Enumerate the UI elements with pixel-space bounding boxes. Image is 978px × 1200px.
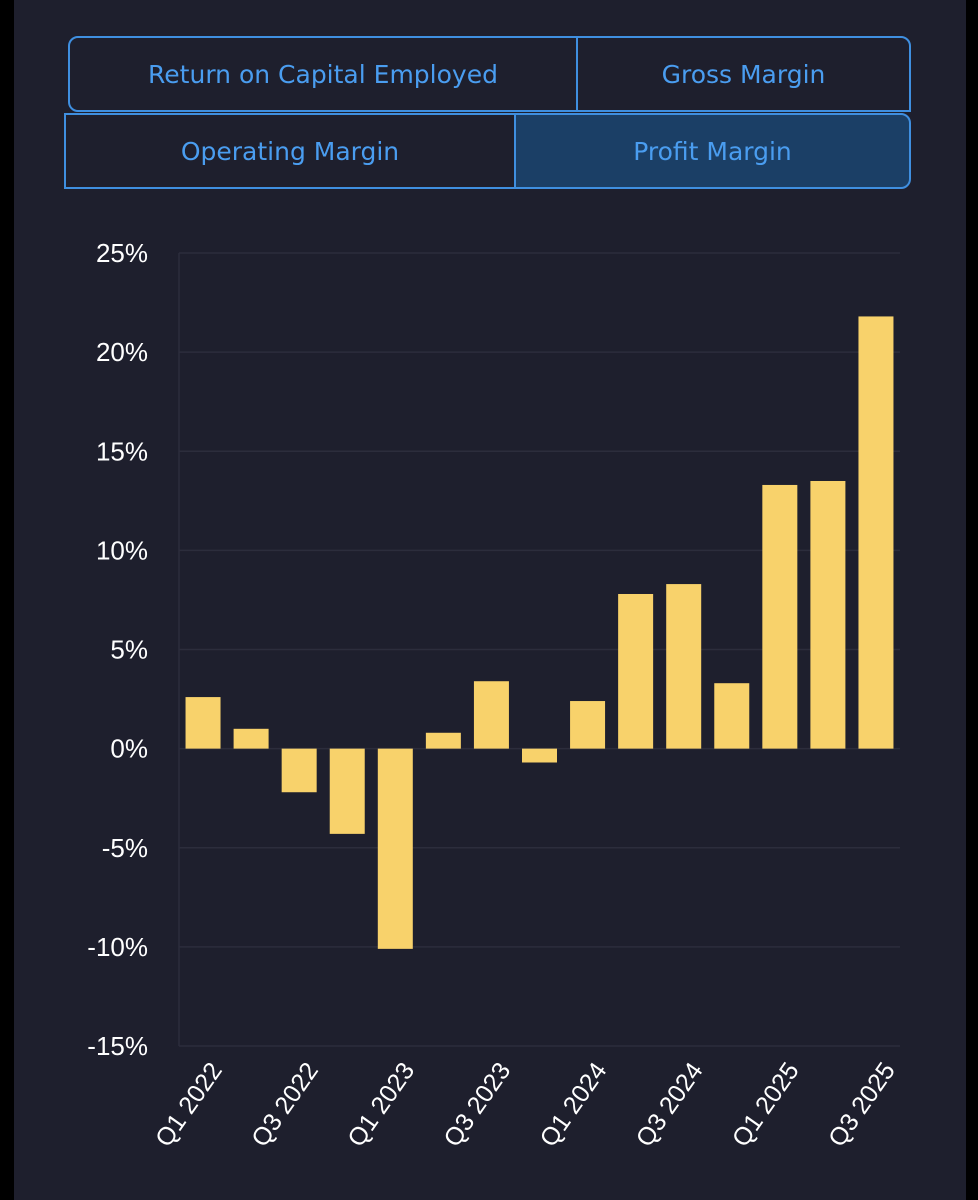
bar bbox=[426, 733, 461, 749]
y-tick-label: 10% bbox=[96, 535, 148, 565]
x-tick-label: Q1 2024 bbox=[535, 1057, 613, 1152]
profit-margin-bar-chart: 25%20%15%10%5%0%-5%-10%-15%Q1 2022 Q3 202… bbox=[14, 0, 966, 1200]
y-tick-label: 20% bbox=[96, 337, 148, 367]
y-tick-label: 15% bbox=[96, 436, 148, 466]
y-tick-label: -15% bbox=[87, 1031, 148, 1061]
y-tick-label: -10% bbox=[87, 932, 148, 962]
chart-panel: Return on Capital Employed Gross Margin … bbox=[14, 0, 966, 1200]
y-tick-label: -5% bbox=[102, 833, 148, 863]
x-tick-label: Q3 2023 bbox=[438, 1057, 516, 1152]
x-tick-label: Q3 2022 bbox=[246, 1057, 324, 1152]
y-tick-label: 5% bbox=[110, 635, 148, 665]
bar bbox=[762, 485, 797, 749]
bar bbox=[474, 681, 509, 748]
y-tick-label: 0% bbox=[110, 734, 148, 764]
bar bbox=[714, 683, 749, 748]
bar bbox=[522, 749, 557, 763]
x-tick-label: Q1 2022 bbox=[150, 1057, 228, 1152]
bar bbox=[810, 481, 845, 749]
x-tick-label: Q3 2025 bbox=[823, 1057, 901, 1152]
x-tick-label: Q3 2024 bbox=[631, 1057, 709, 1152]
bar bbox=[234, 729, 269, 749]
bar bbox=[330, 749, 365, 834]
bar bbox=[618, 594, 653, 749]
y-tick-label: 25% bbox=[96, 238, 148, 268]
bar bbox=[378, 749, 413, 949]
bar bbox=[666, 584, 701, 749]
x-tick-label: Q1 2023 bbox=[342, 1057, 420, 1152]
bar bbox=[282, 749, 317, 793]
x-tick-label: Q1 2025 bbox=[727, 1057, 805, 1152]
bar bbox=[186, 697, 221, 749]
bar bbox=[570, 701, 605, 749]
bar bbox=[858, 316, 893, 748]
